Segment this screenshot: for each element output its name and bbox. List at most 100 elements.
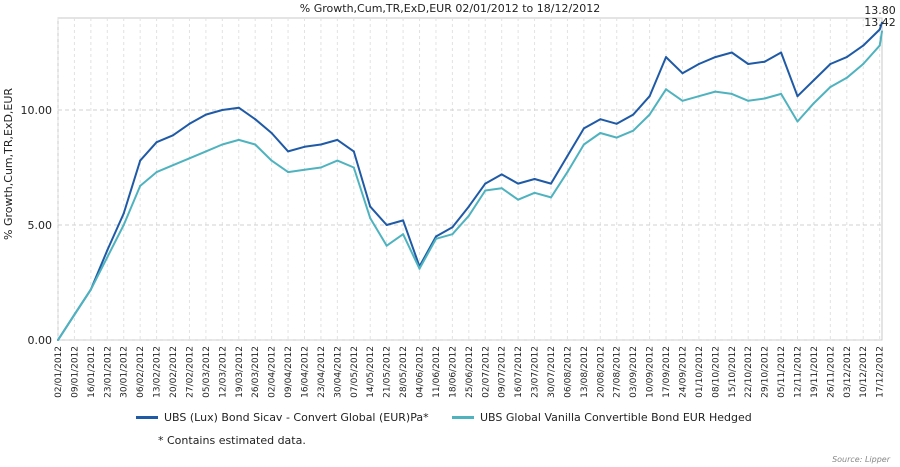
data-point-series-1	[139, 159, 142, 162]
legend-item-series-1: UBS (Lux) Bond Sicav - Convert Global (E…	[136, 411, 429, 424]
x-tick-label: 13/08/2012	[580, 346, 590, 398]
source-label: Source: Lipper	[832, 455, 890, 464]
data-point-series-2	[878, 44, 881, 47]
data-point-series-2	[467, 214, 470, 217]
x-tick-label: 11/06/2012	[432, 346, 442, 398]
data-point-series-2	[172, 164, 175, 167]
x-tick-label: 25/06/2012	[465, 346, 475, 398]
data-point-series-1	[878, 28, 881, 31]
chart-title: % Growth,Cum,TR,ExD,EUR 02/01/2012 to 18…	[299, 2, 601, 15]
data-point-series-1	[549, 182, 552, 185]
x-tick-label: 07/05/2012	[350, 346, 360, 398]
data-point-series-2	[812, 102, 815, 105]
x-tick-label: 19/11/2012	[810, 346, 820, 398]
data-point-series-2	[632, 129, 635, 132]
x-tick-label: 16/01/2012	[87, 346, 97, 398]
x-tick-label: 17/12/2012	[876, 346, 886, 398]
y-tick-label: 0.00	[28, 334, 53, 347]
x-tick-label: 15/10/2012	[728, 346, 738, 398]
data-point-series-2	[747, 99, 750, 102]
x-tick-label: 12/03/2012	[218, 346, 228, 398]
data-point-series-2	[369, 217, 372, 220]
x-tick-label: 04/06/2012	[416, 346, 426, 398]
data-point-series-2	[402, 233, 405, 236]
data-point-series-2	[155, 171, 158, 174]
data-point-series-1	[254, 118, 257, 121]
data-point-series-1	[599, 118, 602, 121]
data-point-series-1	[319, 143, 322, 146]
data-point-series-2	[484, 189, 487, 192]
legend-swatch-series-1	[136, 416, 158, 419]
estimated-data-note: * Contains estimated data.	[158, 434, 306, 447]
x-tick-label: 16/04/2012	[300, 346, 310, 398]
data-point-series-1	[665, 56, 668, 59]
data-point-series-1	[352, 150, 355, 153]
data-point-series-1	[747, 63, 750, 65]
data-point-series-2	[270, 159, 273, 162]
data-point-series-2	[648, 113, 651, 116]
data-point-series-1	[303, 145, 306, 148]
data-point-series-2	[845, 76, 848, 79]
data-point-series-2	[697, 95, 700, 98]
data-point-series-1	[681, 72, 684, 75]
x-tick-label: 22/10/2012	[744, 346, 754, 398]
x-tick-label: 21/05/2012	[383, 346, 393, 398]
data-point-series-2	[106, 256, 109, 259]
data-point-series-1	[582, 127, 585, 130]
x-tick-label: 05/03/2012	[202, 346, 212, 398]
x-tick-label: 26/03/2012	[251, 346, 261, 398]
x-tick-label: 27/08/2012	[613, 346, 623, 398]
legend-label-series-2: UBS Global Vanilla Convertible Bond EUR …	[480, 411, 752, 424]
x-tick-label: 16/07/2012	[514, 346, 524, 398]
data-point-series-2	[254, 143, 257, 146]
data-point-series-1	[172, 134, 175, 137]
data-point-series-1	[648, 95, 651, 98]
data-point-series-2	[730, 92, 733, 95]
x-tick-label: 23/01/2012	[103, 346, 113, 398]
plot-area	[57, 17, 883, 341]
x-tick-label: 14/05/2012	[366, 346, 376, 398]
end-value-label: 13.42	[864, 16, 896, 29]
legend-swatch-series-2	[452, 416, 474, 419]
data-point-series-2	[204, 150, 207, 153]
x-tick-label: 23/07/2012	[531, 346, 541, 398]
data-point-series-1	[829, 63, 832, 65]
x-tick-label: 12/11/2012	[793, 346, 803, 398]
x-tick-label: 29/10/2012	[761, 346, 771, 398]
data-point-series-2	[418, 267, 421, 270]
data-point-series-2	[796, 120, 799, 123]
y-tick-label: 5.00	[28, 219, 53, 232]
data-point-series-2	[451, 233, 454, 236]
data-point-series-1	[155, 141, 158, 144]
x-tick-label: 18/06/2012	[448, 346, 458, 398]
data-point-series-1	[796, 95, 799, 98]
y-tick-label: 10.00	[21, 104, 53, 117]
data-point-series-1	[812, 79, 815, 82]
data-point-series-1	[517, 182, 520, 185]
legend-item-series-2: UBS Global Vanilla Convertible Bond EUR …	[452, 411, 752, 424]
data-point-series-1	[714, 56, 717, 59]
x-tick-label: 24/09/2012	[678, 346, 688, 398]
data-point-series-1	[484, 182, 487, 185]
x-tick-label: 30/04/2012	[333, 346, 343, 398]
x-tick-label: 06/02/2012	[136, 346, 146, 398]
data-point-series-2	[582, 143, 585, 146]
data-point-series-2	[714, 90, 717, 93]
data-point-series-2	[221, 143, 224, 146]
x-tick-label: 13/02/2012	[153, 346, 163, 398]
data-point-series-1	[385, 224, 388, 226]
data-point-series-2	[73, 313, 76, 316]
data-point-series-2	[517, 198, 520, 201]
x-tick-label: 20/02/2012	[169, 346, 179, 398]
data-point-series-1	[237, 106, 240, 109]
data-point-series-1	[402, 219, 405, 222]
data-point-series-1	[221, 109, 224, 111]
data-point-series-1	[566, 155, 569, 157]
data-point-series-1	[881, 21, 883, 24]
data-point-series-2	[881, 30, 883, 33]
series-line-1	[57, 22, 883, 341]
data-point-series-2	[681, 99, 684, 102]
x-tick-label: 05/11/2012	[777, 346, 787, 398]
data-point-series-2	[533, 191, 536, 194]
x-tick-label: 02/04/2012	[268, 346, 278, 398]
